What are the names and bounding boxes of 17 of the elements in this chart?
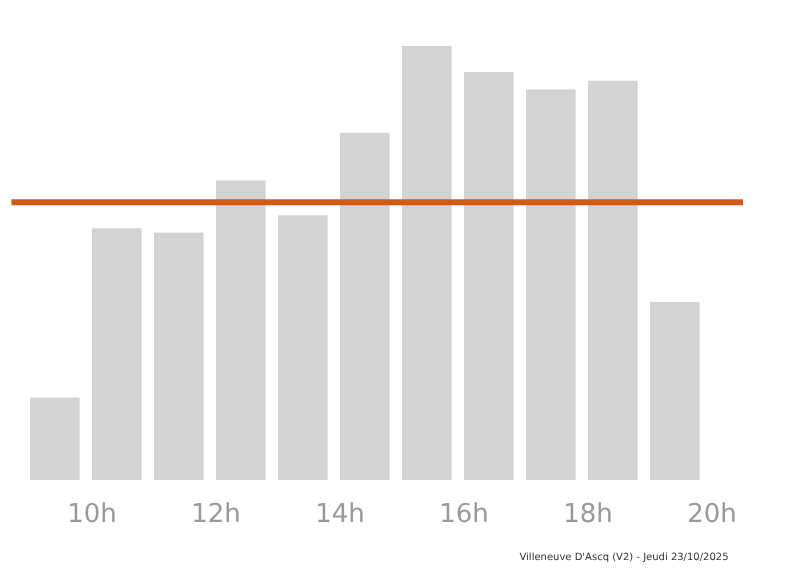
bar bbox=[402, 46, 452, 480]
x-tick-label: 14h bbox=[315, 500, 365, 530]
x-tick-label: 16h bbox=[439, 500, 489, 530]
bar bbox=[216, 180, 266, 480]
bar bbox=[464, 72, 514, 480]
x-tick-label: 12h bbox=[191, 500, 241, 530]
bar bbox=[278, 215, 328, 480]
bar bbox=[650, 302, 700, 480]
bar bbox=[588, 80, 638, 480]
x-tick-label: 10h bbox=[67, 500, 117, 530]
bar bbox=[340, 132, 390, 480]
x-tick-label: 18h bbox=[563, 500, 613, 530]
x-tick-label: 20h bbox=[687, 500, 737, 530]
bar bbox=[526, 89, 576, 480]
bar bbox=[154, 232, 204, 480]
bar bbox=[92, 228, 142, 480]
bar bbox=[30, 397, 80, 480]
